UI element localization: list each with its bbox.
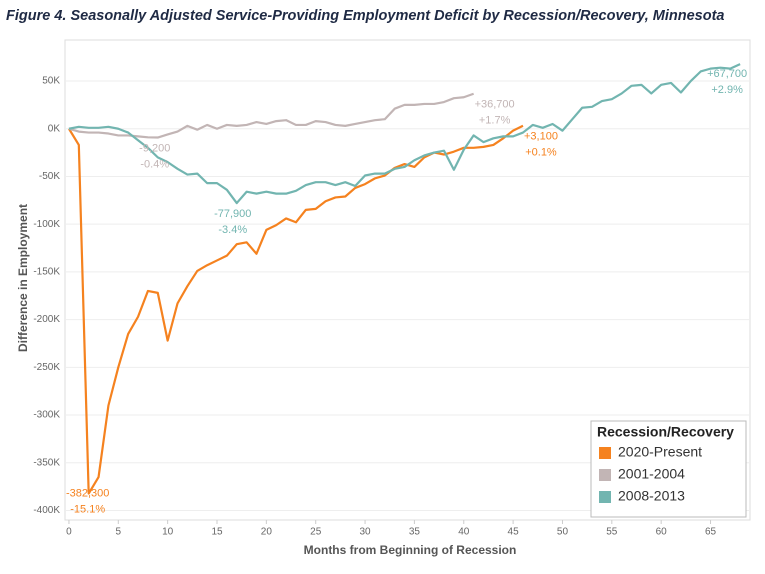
y-tick-label: -250K	[33, 362, 60, 373]
annotation: -9,200	[139, 142, 170, 154]
x-tick-label: 35	[409, 527, 421, 538]
annotation: -382,300	[66, 487, 109, 499]
x-tick-label: 15	[211, 527, 223, 538]
annotation: +1.7%	[479, 115, 511, 127]
x-tick-label: 60	[656, 527, 668, 538]
x-tick-label: 55	[606, 527, 618, 538]
x-tick-label: 50	[557, 527, 569, 538]
x-tick-label: 0	[66, 527, 72, 538]
annotation: -3.4%	[218, 224, 247, 236]
y-tick-label: -300K	[33, 410, 60, 421]
legend-label: 2020-Present	[618, 444, 702, 460]
annotation: +36,700	[475, 99, 515, 111]
annotation: +3,100	[524, 131, 558, 143]
legend-label: 2008-2013	[618, 488, 685, 504]
y-tick-label: -50K	[39, 171, 60, 182]
annotation: -77,900	[214, 208, 251, 220]
legend-box	[590, 420, 747, 518]
series-line	[68, 124, 524, 495]
x-tick-label: 30	[359, 527, 371, 538]
series-line	[68, 63, 741, 205]
x-tick-label: 65	[705, 527, 717, 538]
y-tick-label: 0K	[48, 123, 61, 134]
legend-title: Recession/Recovery	[597, 424, 734, 440]
y-tick-label: -200K	[33, 314, 60, 325]
plot-frame	[64, 39, 751, 521]
x-axis-title: Months from Beginning of Recession	[304, 543, 517, 557]
y-axis-title: Difference in Employment	[16, 204, 30, 352]
y-tick-label: -350K	[33, 457, 60, 468]
annotation: +67,700	[707, 68, 747, 80]
y-tick-label: -400K	[33, 505, 60, 516]
x-tick-label: 25	[310, 527, 322, 538]
y-tick-label: -150K	[33, 267, 60, 278]
annotation: -0.4%	[140, 158, 169, 170]
y-tick-label: -100K	[33, 219, 60, 230]
y-tick-label: 50K	[42, 76, 60, 87]
annotation: -15.1%	[70, 503, 105, 515]
chart-title: Figure 4. Seasonally Adjusted Service-Pr…	[6, 8, 725, 24]
series-line	[68, 92, 475, 139]
x-tick-label: 10	[162, 527, 174, 538]
legend-swatch	[599, 469, 611, 481]
x-tick-label: 45	[508, 527, 520, 538]
annotation: +0.1%	[525, 147, 557, 159]
legend-label: 2001-2004	[618, 466, 685, 482]
legend-swatch	[599, 491, 611, 503]
x-tick-label: 5	[116, 527, 122, 538]
annotation: +2.9%	[711, 84, 743, 96]
x-tick-label: 20	[261, 527, 273, 538]
x-tick-label: 40	[458, 527, 470, 538]
legend-swatch	[599, 447, 611, 459]
